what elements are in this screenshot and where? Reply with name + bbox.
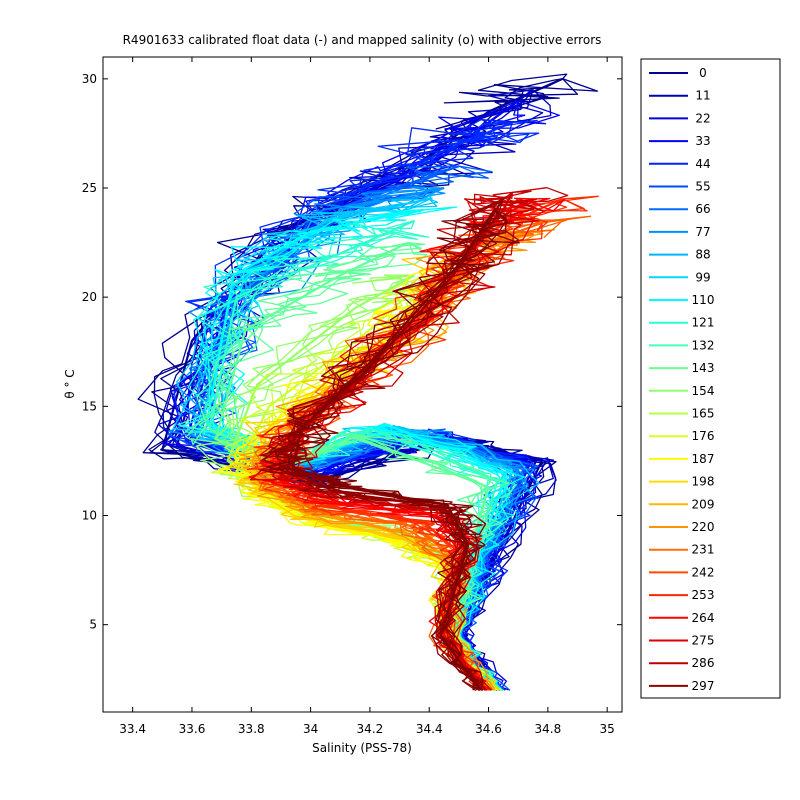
legend-label: 209 [692,497,715,511]
legend-label: 176 [692,429,715,443]
y-axis-label: θ ° C [63,369,77,398]
legend-label: 22 [695,111,710,125]
profile-line [275,209,509,691]
legend-item: 33 [649,134,711,148]
profile-line [175,122,531,691]
x-tick-label: 34.6 [475,722,502,736]
legend-item: 77 [649,225,711,239]
legend-label: 198 [692,475,715,489]
legend-item: 121 [649,316,714,330]
legend-item: 11 [649,89,711,103]
y-tick-label: 20 [82,290,97,304]
y-axis: 5 10 15 20 25 30 [82,72,622,632]
x-tick-label: 33.6 [179,722,206,736]
legend-label: 88 [695,248,710,262]
legend-item: 154 [649,384,714,398]
x-tick-label: 33.4 [119,722,146,736]
profile-line [249,187,569,691]
legend-label: 55 [695,180,710,194]
profile-line [219,242,494,691]
y-tick-label: 25 [82,181,97,195]
y-tick-label: 30 [82,72,97,86]
legend-label: 165 [692,407,715,421]
legend-label: 33 [695,134,710,148]
legend-item: 253 [649,588,714,602]
legend-item: 242 [649,565,714,579]
legend-item: 99 [649,270,711,284]
legend-item: 88 [649,248,711,262]
legend-label: 220 [692,520,715,534]
legend-item: 187 [649,452,714,466]
legend-item: 66 [649,202,711,216]
x-axis: 33.4 33.6 33.8 34 34.2 34.4 34.6 34.8 35 [119,57,615,736]
legend-label: 77 [695,225,710,239]
legend-item: 176 [649,429,714,443]
profile-line [291,209,496,691]
legend-item: 264 [649,611,714,625]
legend-label: 143 [692,361,715,375]
legend-item: 55 [649,180,711,194]
profile-line [265,209,501,691]
y-tick-label: 5 [89,618,97,632]
legend-label: 297 [692,679,715,693]
legend-label: 154 [692,384,715,398]
legend: 0 11 22 33 44 55 66 77 88 99 110 121 132 143 154 165 176… [649,66,714,693]
legend-label: 66 [695,202,710,216]
legend-label: 121 [692,316,715,330]
legend-label: 187 [692,452,715,466]
profile-line [262,209,520,691]
legend-item: 286 [649,656,714,670]
legend-label: 242 [692,565,715,579]
legend-label: 99 [695,270,710,284]
x-tick-label: 33.8 [238,722,265,736]
chart-title: R4901633 calibrated float data (-) and m… [123,33,602,47]
legend-item: 297 [649,679,714,693]
legend-item: 231 [649,543,714,557]
x-tick-label: 34.2 [357,722,384,736]
legend-label: 275 [692,634,715,648]
y-tick-label: 15 [82,399,97,413]
legend-item: 165 [649,407,714,421]
legend-label: 264 [692,611,715,625]
series-220 [262,209,520,691]
legend-item: 209 [649,497,714,511]
profile-line [274,209,507,691]
legend-label: 0 [699,66,707,80]
legend-item: 44 [649,157,711,171]
legend-item: 22 [649,111,711,125]
y-tick-label: 10 [82,509,97,523]
profile-line [271,192,540,691]
legend-label: 11 [695,89,710,103]
legend-label: 286 [692,656,715,670]
x-tick-label: 34.4 [416,722,443,736]
legend-box [640,58,781,699]
profile-line [190,242,509,691]
legend-item: 198 [649,475,714,489]
legend-label: 44 [695,157,710,171]
profile-line [179,206,525,691]
legend-label: 253 [692,588,715,602]
series-layer [137,73,599,692]
x-tick-label: 35 [600,722,615,736]
x-axis-label: Salinity (PSS-78) [312,741,412,755]
profile-line [259,198,504,692]
legend-item: 0 [649,66,707,80]
legend-item: 132 [649,338,714,352]
legend-item: 143 [649,361,714,375]
legend-item: 220 [649,520,714,534]
x-tick-label: 34 [303,722,318,736]
legend-label: 132 [692,338,715,352]
legend-label: 231 [692,543,715,557]
legend-item: 110 [649,293,714,307]
legend-label: 110 [692,293,715,307]
legend-item: 275 [649,634,714,648]
x-tick-label: 34.8 [534,722,561,736]
profile-line [287,209,508,691]
